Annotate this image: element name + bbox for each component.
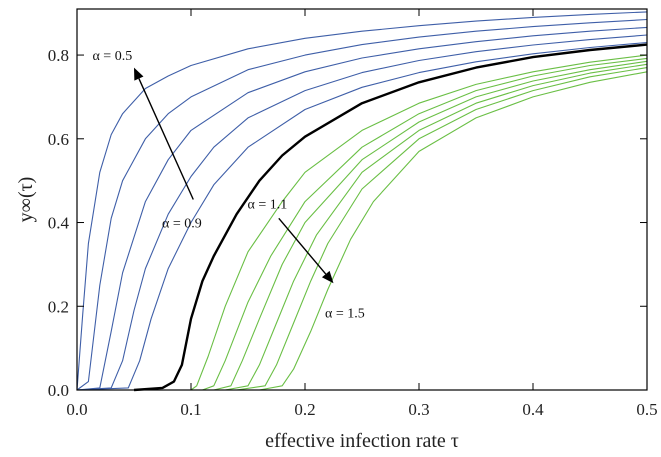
arrow-blue-shaft <box>138 78 194 200</box>
x-axis-label: effective infection rate τ <box>265 430 459 452</box>
series-line-8 <box>213 60 648 391</box>
annotation-a11: α = 1.1 <box>248 198 288 213</box>
series-line-10 <box>236 67 648 391</box>
x-tick-label: 0.4 <box>522 400 544 419</box>
series-line-5 <box>133 43 648 392</box>
series-line-9 <box>225 63 648 391</box>
series-line-3 <box>76 34 648 391</box>
annotation-a15: α = 1.5 <box>325 307 365 322</box>
y-tick-label: 0.4 <box>48 214 70 233</box>
series-line-1 <box>76 18 648 391</box>
y-axis-label: y∞(τ) <box>15 177 37 223</box>
annotation-a09: α = 0.9 <box>162 217 202 232</box>
series-line-2 <box>76 26 648 391</box>
x-tick-label: 0.5 <box>636 400 657 419</box>
plot-frame <box>76 8 648 391</box>
y-tick-label: 0.0 <box>48 381 69 400</box>
x-tick-label: 0.2 <box>294 400 315 419</box>
annotations-group: α = 0.5 α = 0.9 α = 1.1 α = 1.5 <box>92 49 364 321</box>
series-line-7 <box>202 57 648 391</box>
y-tick-label: 0.2 <box>48 297 69 316</box>
series-line-0 <box>76 11 648 391</box>
arrows-group <box>134 67 334 284</box>
series-line-4 <box>76 41 648 391</box>
arrow-blue-head <box>134 67 144 81</box>
arrow-green-shaft <box>278 217 327 275</box>
curves-group <box>76 11 648 392</box>
x-tick-label: 0.3 <box>408 400 429 419</box>
x-tick-label: 0.0 <box>66 400 87 419</box>
series-line-6 <box>190 54 648 391</box>
y-tick-label: 0.6 <box>48 130 69 149</box>
arrow-green-head <box>321 270 334 284</box>
ticks-group: 0.0 0.1 0.2 0.3 0.4 0.5 0.0 0.2 0.4 0.6 0.8 <box>48 9 658 419</box>
series-line-11 <box>259 71 648 391</box>
annotation-a05: α = 0.5 <box>92 49 132 64</box>
x-tick-label: 0.1 <box>180 400 201 419</box>
y-tick-label: 0.8 <box>48 46 69 65</box>
